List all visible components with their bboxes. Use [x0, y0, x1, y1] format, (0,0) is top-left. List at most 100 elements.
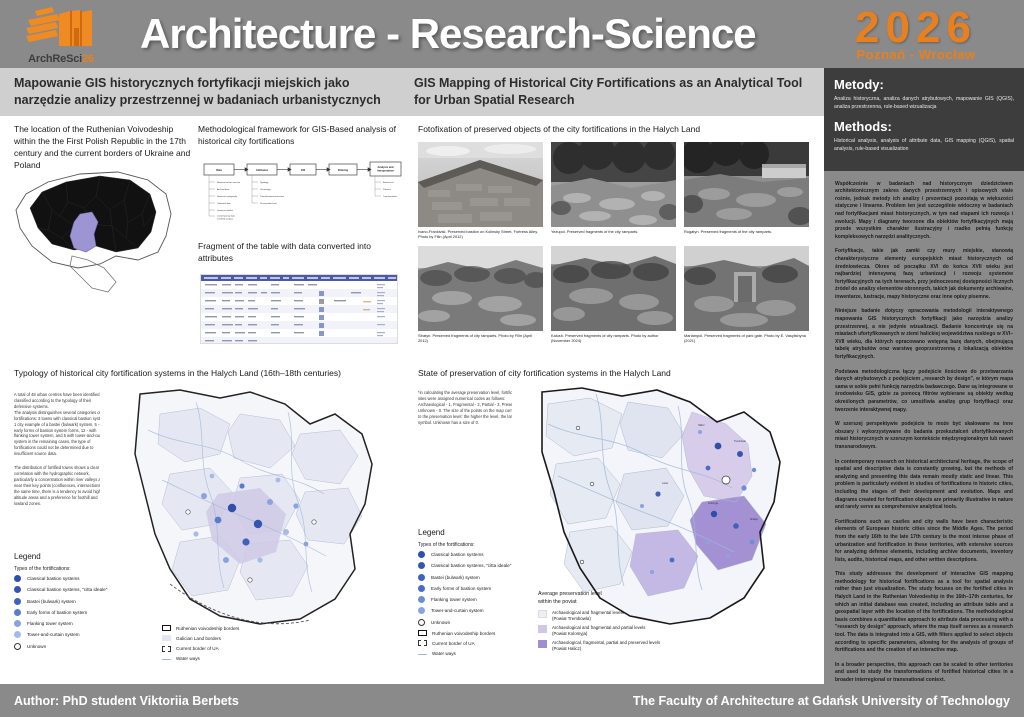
- poster-footer: Author: PhD student Viktoriia Berbets Th…: [0, 684, 1024, 717]
- subtitle-english: GIS Mapping of Historical City Fortifica…: [414, 76, 803, 107]
- legend-borders-column: Ruthenian voivodeship borders Galician L…: [162, 575, 302, 665]
- preservation-label: Archaeological and fragmental and partia…: [552, 625, 646, 631]
- photo-caption: Ivano-Frankivsk. Preserved bastion on Ko…: [418, 229, 538, 240]
- location-caption: The location of the Ruthenian Voivodeshi…: [14, 124, 191, 170]
- abstract-pl-3: Niniejsze badanie dotyczy opracowania me…: [835, 308, 1013, 361]
- methodology-caption: Methodological framework for GIS-Based a…: [198, 124, 396, 146]
- preservation-legend: Legend Types of the fortifications: Clas…: [418, 528, 528, 660]
- legend-item: Classical bastion systems: [14, 575, 162, 582]
- abstract-pl-2: Fortyfikacje, takie jak zamki czy mury m…: [835, 248, 1013, 300]
- legend-label: Ruthenian voivodeship borders: [176, 625, 240, 631]
- logo-name: ArchReSci: [28, 52, 82, 65]
- legend-waterway-line-icon: [162, 659, 171, 661]
- svg-text:Preservation level: Preservation level: [260, 202, 277, 205]
- legend-label: Current border of UA: [176, 646, 219, 652]
- legend-label: Classical bastion systems: [27, 576, 80, 581]
- svg-text:Lwow: Lwow: [662, 482, 668, 485]
- legend-item: Tower-and-curtain system: [14, 631, 162, 639]
- svg-text:Kolomyja: Kolomyja: [708, 502, 719, 505]
- preservation-swatch-icon: [538, 610, 547, 619]
- typology-legend: Legend Types of the fortifications: Clas…: [14, 552, 304, 665]
- legend-label: Flanking tower system: [27, 621, 73, 627]
- typology-section-title: Typology of historical city fortificatio…: [14, 368, 341, 378]
- svg-text:Chronology: Chronology: [260, 188, 272, 191]
- legend-label: Bastei (bulwark) system: [431, 574, 480, 580]
- legend-item: Bastei (bulwark) system: [418, 573, 528, 581]
- conference-cities: Poznań - Wrocław: [856, 47, 976, 63]
- svg-text:Interpretation: Interpretation: [377, 169, 394, 173]
- preservation-map-points: [575, 425, 757, 574]
- legend-label: Tower-and-curtain system: [431, 608, 484, 614]
- legend-dot-icon: [14, 620, 21, 628]
- methods-text-en: Historical analysis, analysis of attribu…: [834, 137, 1014, 152]
- legend-label: Water ways: [432, 650, 456, 656]
- svg-text:Cadastral data: Cadastral data: [217, 202, 231, 205]
- photo-stratyn: [418, 246, 543, 331]
- legend-item: Bastei (bulwark) system: [14, 597, 162, 605]
- svg-text:Bastion fort.: Bastion fort.: [383, 181, 395, 184]
- table-fragment-caption: Fragment of the table with data converte…: [198, 241, 371, 263]
- preservation-legend-item: Archaeological and fragmental levels (Po…: [538, 610, 738, 622]
- preservation-sublabel: (Powiat Kolomyja): [552, 631, 588, 637]
- photo-caption: Kalush. Preserved fragments of city ramp…: [551, 333, 659, 344]
- legend-item: Classical bastion systems, "citta ideale…: [418, 562, 528, 570]
- photo-cell: Kalush. Preserved fragments of city ramp…: [551, 246, 676, 347]
- legend-item: Unknown: [418, 618, 528, 626]
- photo-cell: Stratyn. Preserved fragments of city ram…: [418, 246, 543, 347]
- legend-item: Early forms of bastion system: [14, 608, 162, 616]
- legend-item: Water ways: [418, 651, 528, 656]
- legend-label: Galician Land borders: [176, 635, 221, 641]
- methods-box: Metody: Analiza historyczna, analiza dan…: [824, 68, 1024, 171]
- svg-text:Sniatyn: Sniatyn: [750, 518, 759, 521]
- abstract-en-3: This study addresses the development of …: [835, 571, 1013, 654]
- svg-text:Contemporary data: Contemporary data: [217, 215, 236, 218]
- photo-rogatyn: [684, 142, 809, 227]
- preservation-legend-item: Archaeological, fragmental, partial and …: [538, 639, 738, 652]
- svg-text:Analysis and: Analysis and: [377, 165, 393, 169]
- preservation-labels: Archaeological and fragmental levels (Po…: [552, 610, 624, 622]
- conference-logo: ArchReSci26: [0, 0, 122, 68]
- svg-text:Typology: Typology: [260, 182, 269, 184]
- legend-item: Ruthenian voivodeship borders: [162, 625, 302, 631]
- legend-item: Water ways: [162, 656, 302, 661]
- typology-map: [100, 384, 410, 634]
- svg-text:Patterns: Patterns: [383, 188, 391, 191]
- preservation-note: *in calculating the average preservation…: [418, 390, 528, 425]
- photo-caption: Yezupol. Preserved fragments of the city…: [551, 229, 639, 234]
- abstract-en-2: Fortifications such as castles and city …: [835, 518, 1013, 563]
- legend-label: Classical bastion systems, "citta ideale…: [431, 563, 512, 569]
- svg-text:Halicz: Halicz: [698, 424, 705, 427]
- photo-cell: Ivano-Frankivsk. Preserved bastion on Ko…: [418, 142, 543, 243]
- average-preservation-legend: Average preservation level within the po…: [538, 590, 738, 655]
- typology-map-points: [185, 473, 317, 583]
- svg-text:Archival data: Archival data: [217, 188, 230, 191]
- photo-yezupol: [551, 142, 676, 227]
- legend-label: Unknown: [27, 643, 47, 649]
- preservation-section-title: State of preservation of city fortificat…: [418, 368, 671, 378]
- legend-dot-icon: [418, 551, 425, 558]
- svg-text:Transformation processes: Transformation processes: [260, 195, 284, 198]
- legend-dot-icon: [14, 597, 21, 605]
- photo-row-1: Ivano-Frankivsk. Preserved bastion on Ko…: [418, 142, 810, 243]
- photo-section-title: Fotofixation of preserved objects of the…: [418, 124, 701, 134]
- svg-text:Filtering: Filtering: [338, 168, 349, 172]
- legend-item: Classical bastion systems: [418, 551, 528, 558]
- svg-text:Historical written sources: Historical written sources: [217, 181, 240, 184]
- legend-item: Tower-and-curtain system: [418, 607, 528, 615]
- photo-kalush: [551, 246, 676, 331]
- legend-label: Classical bastion systems: [431, 552, 484, 557]
- footer-faculty: The Faculty of Architecture at Gdańsk Un…: [632, 693, 1010, 708]
- preservation-label: Archaeological and fragmental levels: [552, 610, 624, 616]
- methodology-flow-diagram: Data Attributes GIS Filtering Analysis a…: [203, 161, 402, 221]
- legend-fill-box-icon: [162, 635, 171, 642]
- typology-text-block: A total of 48 urban centres have been id…: [14, 392, 108, 507]
- preservation-legend-item: Archaeological and fragmental and partia…: [538, 625, 738, 637]
- photo-mariampol: [684, 246, 809, 331]
- photo-caption: Stratyn. Preserved fragments of city ram…: [418, 333, 533, 344]
- legend-item: Classical bastion systems, "citta ideale…: [14, 586, 162, 594]
- preservation-labels: Archaeological and fragmental and partia…: [552, 625, 645, 637]
- poster-body: The location of the Ruthenian Voivodeshi…: [0, 116, 824, 684]
- abstract-en-4: In a broader perspective, this approach …: [835, 661, 1013, 683]
- svg-text:Historical cartography: Historical cartography: [217, 195, 238, 198]
- legend-title: Legend: [418, 528, 445, 537]
